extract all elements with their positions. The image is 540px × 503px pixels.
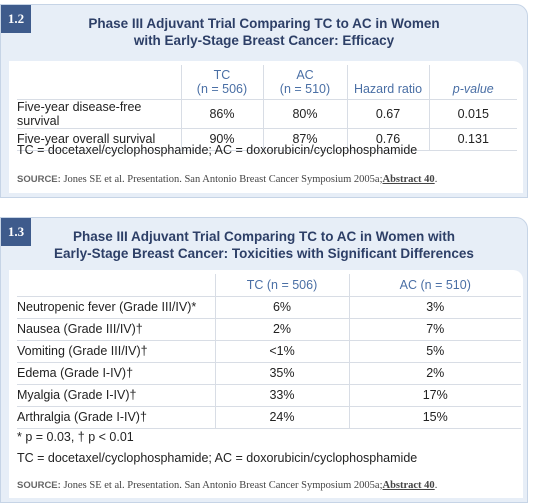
header-cell: Hazard ratio [346, 65, 429, 100]
row-label: Arthralgia (Grade I-IV)† [17, 406, 215, 429]
toxicity-panel: Phase III Adjuvant Trial Comparing TC to… [0, 217, 528, 503]
header-cell: TC (n = 506) [214, 274, 349, 297]
value-cell: 35% [214, 362, 349, 385]
row-label: Edema (Grade I-IV)† [17, 362, 215, 385]
header-row: TC (n = 506) AC (n = 510) Hazard ratio p-v… [17, 65, 517, 100]
header-cell [17, 274, 215, 297]
value-cell: 6% [214, 296, 349, 319]
table-row: Arthralgia (Grade I-IV)† 24% 15% [17, 406, 521, 429]
value-cell: 15% [348, 406, 521, 429]
header-text: AC [296, 67, 314, 82]
value-cell: 5% [348, 340, 521, 363]
table-row: Neutropenic fever (Grade III/IV)* 6% 3% [17, 296, 521, 319]
note: TC = docetaxel/cyclophosphamide; AC = do… [17, 143, 418, 157]
source: SOURCE: Jones SE et al. Presentation. Sa… [17, 174, 437, 185]
source-link[interactable]: Abstract 40 [382, 480, 435, 491]
toxicity-table: TC (n = 506) AC (n = 510) Neutropenic fe… [17, 274, 521, 429]
badge: 1.2 [1, 5, 31, 33]
value-cell: 90% [180, 128, 263, 151]
header-cell: AC (n = 510) [262, 65, 347, 100]
panel-body: TC (n = 506) AC (n = 510) Hazard ratio p-v… [9, 61, 523, 193]
row-label: Nausea (Grade III/IV)† [17, 318, 215, 341]
value-cell: 24% [214, 406, 349, 429]
source-end: . [434, 174, 438, 185]
panel-title: Phase III Adjuvant Trial Comparing TC to… [1, 5, 527, 49]
header-text: (n = 510) [279, 81, 331, 96]
value-cell: 3% [348, 296, 521, 319]
value-cell: 0.76 [346, 128, 429, 151]
header-row: TC (n = 506) AC (n = 510) [17, 274, 521, 297]
table-row: Five-year overall survival 90% 87% 0.76 0.13… [17, 128, 517, 151]
row-label: Neutropenic fever (Grade III/IV)* [17, 296, 215, 319]
value-cell: 87% [262, 128, 347, 151]
value-cell: 2% [214, 318, 349, 341]
source-text: Jones SE et al. Presentation. San Antoni… [63, 480, 383, 491]
row-label: Five-year overall survival [17, 128, 181, 151]
header-cell: TC (n = 506) [180, 65, 263, 100]
value-cell: 0.015 [428, 99, 517, 129]
table-row: Myalgia (Grade I-IV)† 33% 17% [17, 384, 521, 407]
value-cell: 80% [262, 99, 347, 129]
value-cell: 0.131 [428, 128, 517, 151]
table-row: Five-year disease-free survival 86% 80% 0.6… [17, 99, 517, 129]
value-cell: 33% [214, 384, 349, 407]
header-text: TC [213, 67, 231, 82]
note: TC = docetaxel/cyclophosphamide; AC = do… [17, 451, 418, 465]
value-cell: 86% [180, 99, 263, 129]
title-line: Early-Stage Breast Cancer: Toxicities wi… [54, 246, 474, 261]
efficacy-panel: Phase III Adjuvant Trial Comparing TC to… [0, 4, 528, 198]
efficacy-table: TC (n = 506) AC (n = 510) Hazard ratio p-v… [17, 65, 517, 151]
table-row: Nausea (Grade III/IV)† 2% 7% [17, 318, 521, 341]
row-label: Myalgia (Grade I-IV)† [17, 384, 215, 407]
source-label: SOURCE: [17, 480, 61, 491]
badge: 1.3 [1, 218, 31, 246]
header-text: (n = 506) [196, 81, 248, 96]
value-cell: <1% [214, 340, 349, 363]
source-text: Jones SE et al. Presentation. San Antoni… [63, 174, 383, 185]
row-label: Five-year disease-free survival [17, 99, 181, 129]
panel-body: TC (n = 506) AC (n = 510) Neutropenic fe… [9, 270, 523, 498]
title-line: Phase III Adjuvant Trial Comparing TC to… [72, 229, 456, 244]
header-cell [17, 65, 181, 100]
footnote: * p = 0.03, † p < 0.01 [17, 430, 134, 444]
value-cell: 17% [348, 384, 521, 407]
value-cell: 0.67 [346, 99, 429, 129]
title-line: with Early-Stage Breast Cancer: Efficacy [133, 33, 395, 48]
table-row: Edema (Grade I-IV)† 35% 2% [17, 362, 521, 385]
panel-title: Phase III Adjuvant Trial Comparing TC to… [1, 218, 527, 262]
source-label: SOURCE: [17, 174, 61, 185]
header-cell: p-value [428, 65, 517, 100]
row-label: Vomiting (Grade III/IV)† [17, 340, 215, 363]
title-line: Phase III Adjuvant Trial Comparing TC to… [88, 16, 440, 31]
header-cell: AC (n = 510) [348, 274, 521, 297]
source-link[interactable]: Abstract 40 [382, 174, 435, 185]
table-row: Vomiting (Grade III/IV)† <1% 5% [17, 340, 521, 363]
value-cell: 7% [348, 318, 521, 341]
source: SOURCE: Jones SE et al. Presentation. Sa… [17, 480, 437, 491]
source-end: . [434, 480, 438, 491]
value-cell: 2% [348, 362, 521, 385]
